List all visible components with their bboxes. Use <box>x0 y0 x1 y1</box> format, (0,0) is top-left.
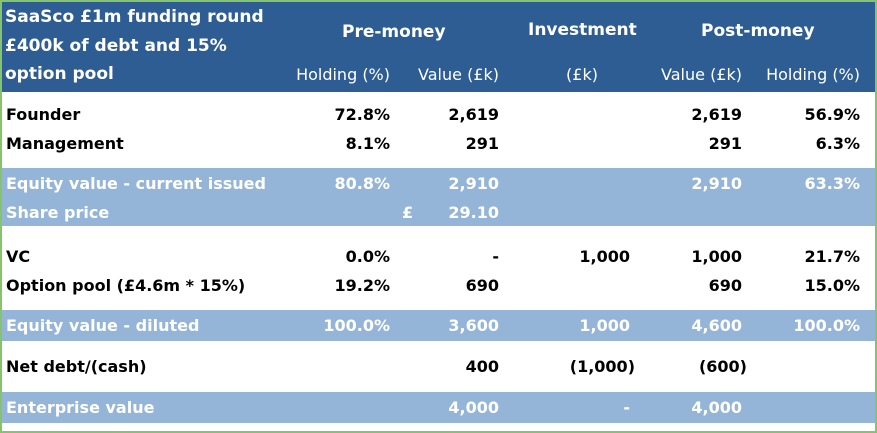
post-holding: 21.7% <box>804 246 860 266</box>
row-label: Management <box>6 133 124 153</box>
subheader-investment: (£k) <box>566 64 598 84</box>
post-holding: 100.0% <box>793 316 860 335</box>
investment <box>502 169 630 197</box>
pre-holding: 100.0% <box>323 316 390 335</box>
equity-current-band <box>2 168 875 226</box>
row-label: Net debt/(cash) <box>6 356 147 376</box>
investment <box>502 271 630 299</box>
table-row: Equity value - current issued 80.8% 2,91… <box>2 169 875 197</box>
post-value: 1,000 <box>691 246 742 266</box>
investment <box>502 100 630 128</box>
table-row: Equity value - diluted 100.0% 3,600 1,00… <box>2 310 875 341</box>
post-value: 291 <box>708 133 742 153</box>
pre-value: 690 <box>465 275 499 295</box>
pre-holding: 80.8% <box>334 173 390 193</box>
table-row: Enterprise value 4,000 - 4,000 <box>2 392 875 423</box>
group-pre-money: Pre-money <box>342 22 446 42</box>
row-label: VC <box>6 246 31 266</box>
row-label: Equity value - current issued <box>6 173 266 193</box>
row-label: Equity value - diluted <box>6 316 200 335</box>
table-row: VC 0.0% - 1,000 1,000 21.7% <box>2 242 875 270</box>
pre-value: 4,000 <box>448 398 499 417</box>
subheader-post-holding: Holding (%) <box>766 64 860 84</box>
post-holding: 56.9% <box>804 104 860 124</box>
investment: (1,000) <box>569 356 635 376</box>
post-value: 4,600 <box>691 316 742 335</box>
table-header: SaaSco £1m funding round £400k of debt a… <box>2 2 875 92</box>
group-investment: Investment <box>528 20 637 40</box>
post-value: 4,000 <box>691 398 742 417</box>
pre-holding: 72.8% <box>334 104 390 124</box>
table-row: Management 8.1% 291 291 6.3% <box>2 129 875 157</box>
title-line-1: SaaSco £1m funding round <box>5 7 264 27</box>
post-value: 2,910 <box>691 173 742 193</box>
investment <box>502 129 630 157</box>
title-line-3: option pool <box>5 64 114 84</box>
row-label: Share price <box>6 202 110 222</box>
post-value: 690 <box>708 275 742 295</box>
currency-symbol: £ <box>402 202 414 222</box>
table-row: Founder 72.8% 2,619 2,619 56.9% <box>2 100 875 128</box>
pre-value: - <box>492 246 499 266</box>
subheader-pre-value: Value (£k) <box>418 64 499 84</box>
table-row: Share price £ 29.10 <box>2 198 875 226</box>
post-value: 2,619 <box>691 104 742 124</box>
pre-value: 3,600 <box>448 316 499 335</box>
row-label: Founder <box>6 104 81 124</box>
pre-value: 2,619 <box>448 104 499 124</box>
pre-value: 400 <box>465 356 499 376</box>
post-holding: 63.3% <box>804 173 860 193</box>
table-row: Option pool (£4.6m * 15%) 19.2% 690 690 … <box>2 271 875 299</box>
subheader-pre-holding: Holding (%) <box>296 64 390 84</box>
title-line-2: £400k of debt and 15% <box>5 36 227 56</box>
post-holding: 15.0% <box>804 275 860 295</box>
pre-holding: 0.0% <box>345 246 390 266</box>
table-row: Net debt/(cash) 400 (1,000) (600) <box>2 352 875 380</box>
post-holding: 6.3% <box>815 133 860 153</box>
row-label: Enterprise value <box>6 398 155 417</box>
subheader-post-value: Value (£k) <box>661 64 742 84</box>
row-label: Option pool (£4.6m * 15%) <box>6 275 246 295</box>
investment: 1,000 <box>579 316 630 335</box>
pre-holding: 8.1% <box>345 133 390 153</box>
group-post-money: Post-money <box>701 21 815 41</box>
investment: 1,000 <box>579 246 630 266</box>
pre-holding: 19.2% <box>334 275 390 295</box>
pre-value: 29.10 <box>448 202 499 222</box>
post-value: (600) <box>698 356 747 376</box>
investment: - <box>623 398 630 417</box>
pre-value: 2,910 <box>448 173 499 193</box>
pre-value: 291 <box>465 133 499 153</box>
